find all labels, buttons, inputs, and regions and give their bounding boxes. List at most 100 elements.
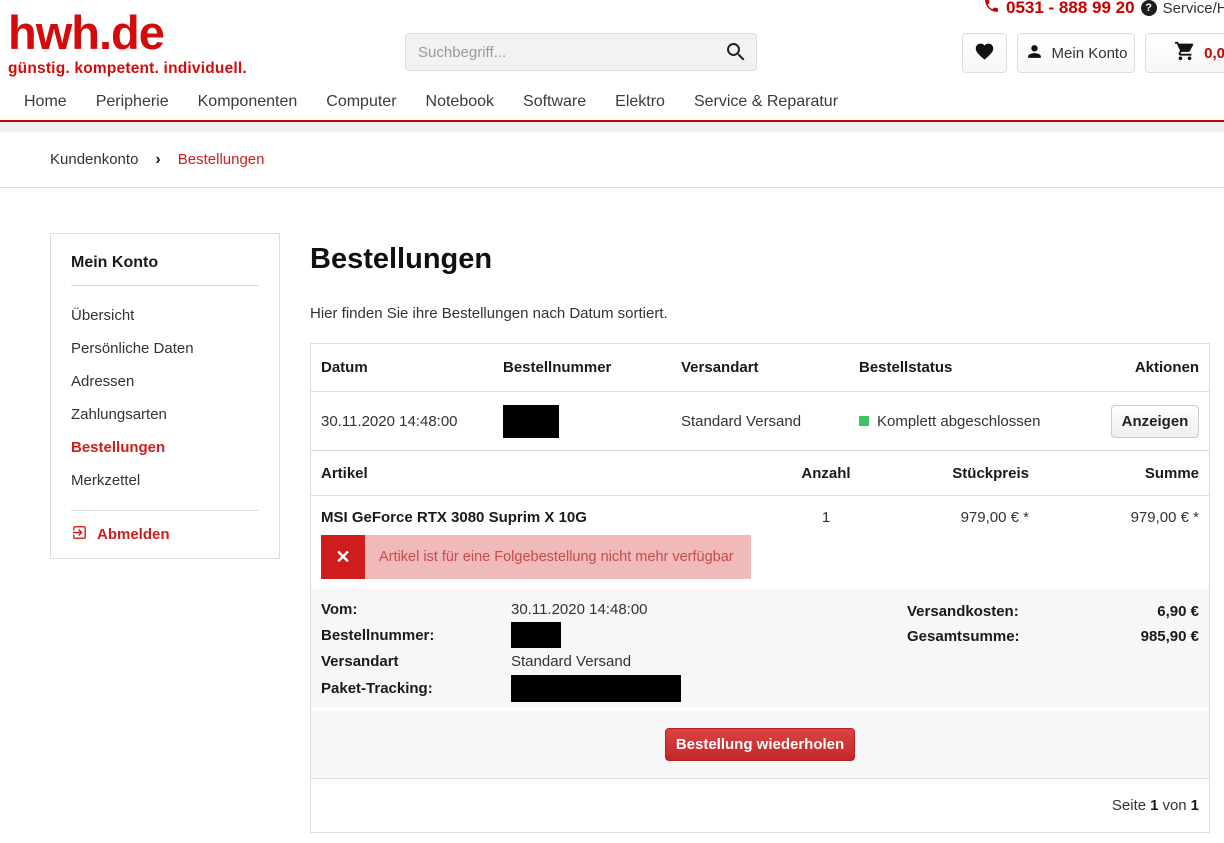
order-details: Vom: 30.11.2020 14:48:00 Bestellnummer: … <box>311 589 1209 707</box>
sidebar-item-bestellungen[interactable]: Bestellungen <box>71 439 166 456</box>
heart-icon <box>974 41 995 66</box>
page-subtitle: Hier finden Sie ihre Bestellungen nach D… <box>310 305 668 322</box>
nav-shadow <box>0 122 1224 132</box>
sidebar-title: Mein Konto <box>71 254 159 271</box>
service-link[interactable]: Service/Hilfe <box>1162 0 1224 17</box>
divider <box>311 707 1209 711</box>
pagination-total: 1 <box>1190 796 1199 814</box>
logout-icon <box>71 524 88 545</box>
pagination-of: von <box>1162 796 1187 814</box>
account-button-label: Mein Konto <box>1051 44 1128 62</box>
sidebar-item-persoenliche-daten[interactable]: Persönliche Daten <box>71 340 194 357</box>
breadcrumb: Kundenkonto › Bestellungen <box>0 132 1224 188</box>
pagination-prefix: Seite <box>1111 796 1147 814</box>
account-sidebar: Mein Konto Übersicht Persönliche Daten A… <box>50 233 280 559</box>
col-aktionen: Aktionen <box>1134 359 1199 376</box>
sidebar-item-merkzettel[interactable]: Merkzettel <box>71 472 141 489</box>
logo[interactable]: hwh.de günstig. kompetent. individuell. <box>8 8 247 78</box>
col-datum: Datum <box>321 359 368 376</box>
item-warning: ✕ Artikel ist für eine Folgebestellung n… <box>321 535 751 579</box>
col-bestellnummer: Bestellnummer <box>503 359 612 376</box>
col-stueckpreis: Stückpreis <box>952 464 1029 482</box>
user-icon <box>1025 42 1044 65</box>
nav-item-peripherie[interactable]: Peripherie <box>95 92 169 110</box>
shipping-cost-label: Versandkosten: <box>907 603 1019 620</box>
shipping-cost-value: 6,90 € <box>1157 603 1199 620</box>
detail-from-value: 30.11.2020 14:48:00 <box>511 600 648 618</box>
nav-item-notebook[interactable]: Notebook <box>425 92 495 110</box>
total-label: Gesamtsumme: <box>907 628 1020 645</box>
sidebar-item-uebersicht[interactable]: Übersicht <box>71 307 135 324</box>
detail-tracking-label: Paket-Tracking: <box>321 680 433 697</box>
detail-order-number-label: Bestellnummer: <box>321 626 435 644</box>
logout-label: Abmelden <box>97 526 170 543</box>
item-quantity: 1 <box>821 509 831 526</box>
search-button[interactable] <box>723 40 749 66</box>
item-unit-price: 979,00 € * <box>960 509 1029 526</box>
order-status: Komplett abgeschlossen <box>859 413 1085 430</box>
nav-item-service-reparatur[interactable]: Service & Reparatur <box>693 92 839 110</box>
redacted-order-number <box>503 404 559 438</box>
logout-link[interactable]: Abmelden <box>71 524 259 545</box>
col-summe: Summe <box>1144 464 1199 482</box>
cart-icon <box>1174 40 1196 66</box>
items-table-header: Artikel Anzahl Stückpreis Summe <box>311 451 1209 496</box>
item-name[interactable]: MSI GeForce RTX 3080 Suprim X 10G <box>321 509 587 526</box>
logo-tagline: günstig. kompetent. individuell. <box>8 60 247 78</box>
close-icon: ✕ <box>321 535 365 579</box>
detail-from-label: Vom: <box>321 600 358 618</box>
status-green-icon <box>859 416 869 426</box>
wishlist-button[interactable] <box>962 33 1007 73</box>
order-summary: Versandkosten: 6,90 € Gesamtsumme: 985,9… <box>907 599 1199 649</box>
order-date: 30.11.2020 14:48:00 <box>321 412 458 430</box>
item-sum: 979,00 € * <box>1130 509 1199 526</box>
divider <box>71 510 259 511</box>
nav-item-home[interactable]: Home <box>24 92 67 110</box>
header-contact: 0531 - 888 99 20 ? Service/Hilfe <box>983 0 1224 19</box>
order-status-label: Komplett abgeschlossen <box>877 412 1041 430</box>
detail-shipping-label: Versandart <box>321 652 399 670</box>
order-row: 30.11.2020 14:48:00 Standard Versand Kom… <box>311 392 1209 451</box>
pagination: Seite 1 von 1 <box>311 778 1209 831</box>
col-anzahl: Anzahl <box>801 464 851 482</box>
nav-item-komponenten[interactable]: Komponenten <box>197 92 298 110</box>
account-button[interactable]: Mein Konto <box>1017 33 1135 73</box>
reorder-button[interactable]: Bestellung wiederholen <box>665 728 855 761</box>
reorder-section: Bestellung wiederholen <box>311 711 1209 778</box>
search-box <box>405 33 757 71</box>
search-icon <box>724 42 748 67</box>
cart-button[interactable]: 0,00 € <box>1145 33 1224 73</box>
divider <box>71 285 259 286</box>
phone-number[interactable]: 0531 - 888 99 20 <box>1006 0 1135 17</box>
cart-total: 0,00 € <box>1204 44 1224 62</box>
search-input[interactable] <box>405 33 757 71</box>
chevron-right-icon: › <box>155 150 161 168</box>
sidebar-item-zahlungsarten[interactable]: Zahlungsarten <box>71 406 167 423</box>
sidebar-item-adressen[interactable]: Adressen <box>71 373 135 390</box>
breadcrumb-kundenkonto[interactable]: Kundenkonto <box>50 151 139 168</box>
orders-table-header: Datum Bestellnummer Versandart Bestellst… <box>311 344 1209 392</box>
nav-item-elektro[interactable]: Elektro <box>615 92 665 110</box>
logo-title: hwh.de <box>8 6 165 59</box>
nav-item-computer[interactable]: Computer <box>326 92 397 110</box>
redacted-tracking-number <box>511 675 681 702</box>
orders-panel: Datum Bestellnummer Versandart Bestellst… <box>310 343 1210 833</box>
detail-shipping-value: Standard Versand <box>511 652 632 670</box>
col-bestellstatus: Bestellstatus <box>859 359 953 376</box>
order-shipping: Standard Versand <box>681 412 802 430</box>
item-row: MSI GeForce RTX 3080 Suprim X 10G 1 979,… <box>311 496 1209 589</box>
warning-text: Artikel ist für eine Folgebestellung nic… <box>365 535 751 579</box>
redacted-order-number-detail <box>511 622 561 648</box>
pagination-current: 1 <box>1150 796 1159 814</box>
page-title: Bestellungen <box>310 243 493 275</box>
help-icon[interactable]: ? <box>1140 0 1157 16</box>
col-versandart: Versandart <box>681 359 759 376</box>
show-order-button[interactable]: Anzeigen <box>1111 404 1199 438</box>
total-value: 985,90 € <box>1140 628 1199 645</box>
col-artikel: Artikel <box>321 464 368 482</box>
phone-icon <box>983 0 1000 19</box>
breadcrumb-bestellungen[interactable]: Bestellungen <box>177 151 265 168</box>
nav-item-software[interactable]: Software <box>523 92 587 110</box>
main-nav: Home Peripherie Komponenten Computer Not… <box>0 83 1224 122</box>
